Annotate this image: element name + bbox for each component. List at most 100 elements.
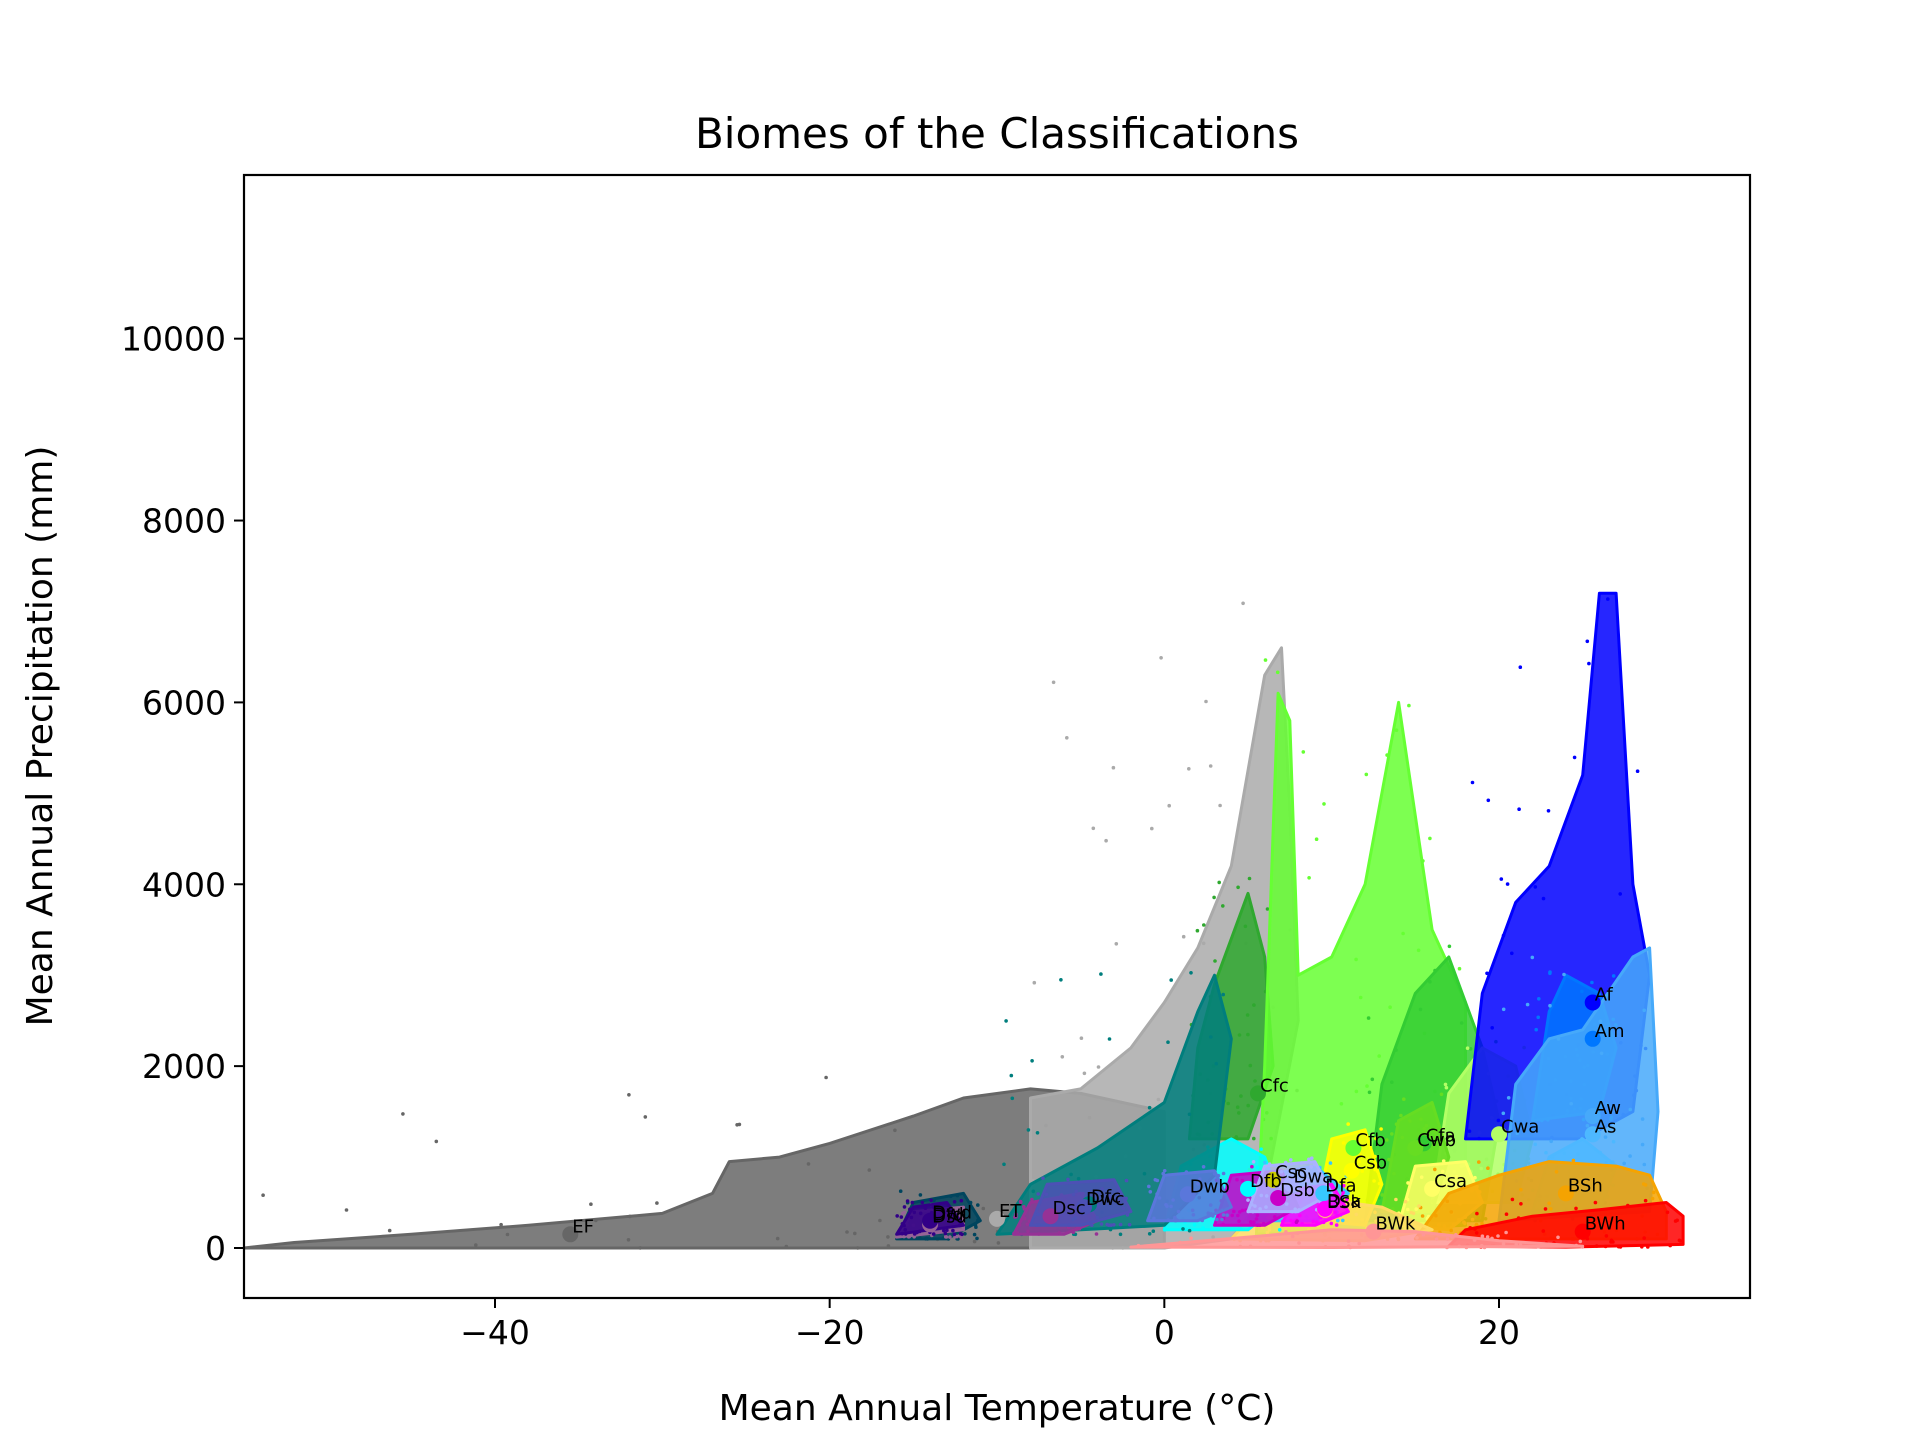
- x-tick-label: −40: [460, 1313, 530, 1352]
- series-dwc-point: [1037, 1223, 1041, 1227]
- series-bwh-point: [1642, 1236, 1646, 1240]
- series-dwc-point: [1067, 1223, 1071, 1227]
- x-tick-label: −20: [795, 1313, 865, 1352]
- label-cwb: Cwb: [1417, 1130, 1456, 1151]
- series-bsh-point: [1554, 1170, 1559, 1174]
- series-dfb-point: [1192, 1223, 1197, 1227]
- series-dfc-point: [1076, 1176, 1081, 1181]
- series-am-point: [1611, 974, 1616, 978]
- series-dfc-point: [1147, 1232, 1152, 1236]
- series-dsb-point: [1261, 1221, 1266, 1226]
- series-dwa-point: [1251, 1209, 1255, 1214]
- label-dwd: Dwd: [932, 1203, 972, 1224]
- series-cwa-point: [1479, 1166, 1483, 1171]
- series-et-point: [1241, 601, 1245, 606]
- series-bsk-point: [1354, 1212, 1359, 1217]
- series-dsc-point: [1094, 1232, 1099, 1236]
- series-cfa-point: [1394, 1048, 1398, 1052]
- series-dwd-point: [917, 1229, 922, 1234]
- series-dwb-point: [1196, 1182, 1200, 1186]
- x-tick-label: 0: [1154, 1313, 1175, 1352]
- series-ef-point: [845, 1230, 849, 1234]
- series-dwb-point: [1148, 1190, 1153, 1194]
- label-dfd: Dfd: [932, 1205, 964, 1226]
- series-bwk-point: [1454, 1233, 1458, 1237]
- series-am-point: [1580, 989, 1584, 994]
- series-cfb-point: [1407, 703, 1411, 708]
- y-tick-label: 0: [205, 1229, 226, 1268]
- label-dwb: Dwb: [1190, 1176, 1230, 1197]
- series-dwd-point: [937, 1216, 941, 1220]
- series-csa-point: [1406, 1181, 1410, 1185]
- series-dfd-point: [968, 1200, 973, 1205]
- series-dsa-point: [1341, 1190, 1345, 1195]
- series-dwb-point: [1215, 1217, 1219, 1222]
- series-csb-point: [1372, 1179, 1376, 1183]
- series-dsa-point: [1314, 1220, 1319, 1224]
- marker-cwa: [1491, 1126, 1507, 1143]
- series-dwa-point: [1251, 1160, 1256, 1164]
- series-bwh-point: [1543, 1207, 1548, 1211]
- series-bsk-point: [1267, 1228, 1272, 1232]
- plot-frame: [242, 173, 1752, 1300]
- series-bwk-point: [1347, 1244, 1351, 1248]
- series-cwb-point: [1408, 1119, 1412, 1123]
- series-dwb-point: [1173, 1218, 1178, 1223]
- series-dsd-point: [900, 1211, 905, 1216]
- marker-af: [1584, 994, 1601, 1011]
- series-cwa-point: [1444, 1085, 1449, 1090]
- series-ef-point: [775, 1236, 780, 1241]
- series-csa-point: [1419, 1175, 1424, 1179]
- marker-am: [1584, 1030, 1601, 1047]
- marker-bwk: [1365, 1223, 1382, 1240]
- series-dsb-point: [1221, 1222, 1225, 1227]
- series-et-point: [1111, 765, 1116, 770]
- series-dwc-point: [1036, 1192, 1040, 1196]
- series-dwd-point: [900, 1231, 905, 1236]
- series-dfd-point: [932, 1198, 936, 1203]
- series-et-point: [1104, 838, 1108, 843]
- series-bsh-point: [1480, 1221, 1484, 1226]
- series-dwd-point: [912, 1210, 917, 1215]
- series-dsc-point: [1013, 1215, 1017, 1219]
- label-am: Am: [1595, 1021, 1625, 1042]
- series-dfa-point: [1263, 1160, 1267, 1165]
- series-dwb-point: [1184, 1170, 1189, 1174]
- series-cwb-point: [1402, 1097, 1406, 1101]
- series-cwb-point: [1392, 1171, 1396, 1176]
- series-bwk-point: [1496, 1234, 1500, 1238]
- series-bsh-point: [1486, 1166, 1490, 1170]
- label-af: Af: [1595, 985, 1614, 1006]
- series-af-point: [1518, 665, 1523, 669]
- series-csb-point: [1379, 1127, 1383, 1131]
- series-dfc-point: [1107, 1037, 1112, 1041]
- series-dwa-point: [1278, 1184, 1283, 1189]
- series-dsb-point: [1240, 1208, 1245, 1213]
- series-dsa-point: [1298, 1213, 1302, 1218]
- series-ef-point: [401, 1112, 405, 1116]
- marker-cfc: [1250, 1085, 1266, 1102]
- series-dwd-point: [931, 1232, 936, 1236]
- series-dfb-point: [1255, 1165, 1260, 1170]
- series-ef-point: [737, 1122, 742, 1127]
- series-dwc-point: [1125, 1213, 1130, 1217]
- series-dfb-point: [1277, 1228, 1282, 1232]
- label-dwa: Dwa: [1294, 1166, 1334, 1187]
- series-dwa-point: [1309, 1165, 1313, 1169]
- series-dwc-point: [1044, 1192, 1049, 1197]
- series-dfc-point: [1214, 1061, 1219, 1066]
- series-et-point: [1211, 1235, 1215, 1239]
- series-dwc-point: [1099, 1222, 1104, 1226]
- series-bwh-point: [1668, 1243, 1672, 1248]
- series-dwb-point: [1221, 1213, 1226, 1217]
- series-bwk-point: [1464, 1245, 1469, 1250]
- label-csb: Csb: [1354, 1153, 1387, 1174]
- series-bsk-point: [1403, 1199, 1408, 1204]
- series-cfa-point: [1370, 1077, 1375, 1082]
- series-af-point: [1585, 639, 1590, 644]
- series-bwk-point: [1160, 1244, 1164, 1248]
- series-cfb-point: [1388, 1005, 1392, 1009]
- series-am-point: [1590, 980, 1594, 985]
- series-csa-point: [1406, 1207, 1410, 1212]
- series-et-point: [1079, 1036, 1084, 1040]
